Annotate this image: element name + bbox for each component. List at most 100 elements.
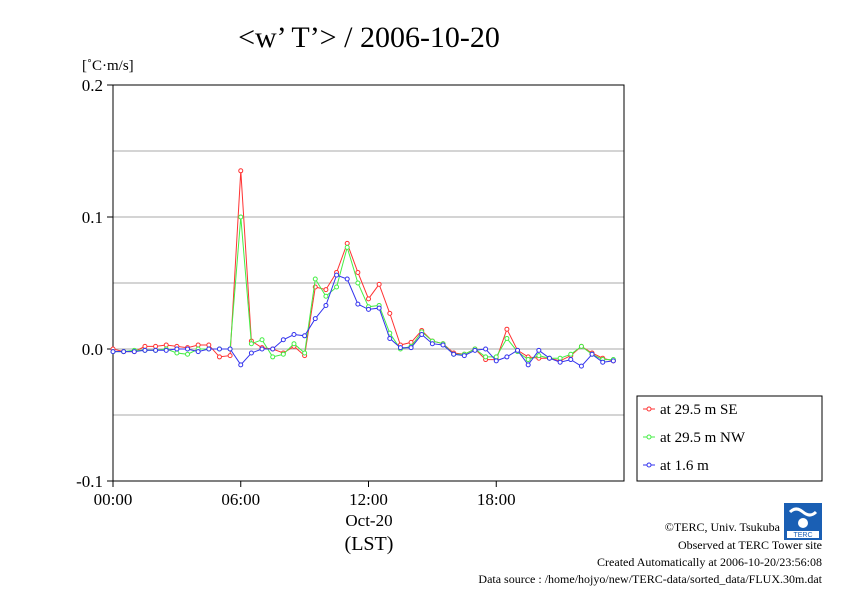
y-axis-unit-label: [˚C·m/s] [82, 58, 134, 74]
x-tick-label: 06:00 [221, 490, 260, 509]
series-layer [110, 168, 616, 369]
data-point [153, 343, 159, 349]
y-tick-label: 0.1 [82, 208, 103, 227]
y-tick-label: 0.2 [82, 76, 103, 95]
legend-marker [646, 406, 652, 412]
data-point [270, 346, 276, 352]
data-point [153, 347, 159, 353]
logo-text: TERC [793, 532, 812, 539]
data-point [472, 347, 478, 353]
data-point [163, 347, 169, 353]
y-tick-label: -0.1 [76, 472, 103, 491]
legend-marker [646, 434, 652, 440]
y-axis: 0.2 0.1 0.0 -0.1 [76, 76, 113, 491]
data-point [238, 168, 244, 174]
series-line [113, 216, 614, 361]
data-point [483, 346, 489, 352]
data-point [525, 357, 531, 363]
data-point [312, 316, 318, 322]
data-point [334, 272, 340, 278]
data-point [440, 342, 446, 348]
data-point [227, 346, 233, 352]
data-point [291, 341, 297, 347]
data-point [578, 343, 584, 349]
x-axis-timezone-label: (LST) [345, 533, 394, 555]
data-point [206, 342, 212, 348]
created-text: Created Automatically at 2006-10-20/23:5… [597, 555, 822, 569]
data-point [366, 296, 371, 302]
data-point [578, 363, 584, 369]
data-point [174, 350, 180, 356]
data-point [525, 362, 531, 368]
data-point [504, 354, 510, 360]
data-point [504, 335, 510, 341]
data-point [131, 349, 137, 355]
y-tick-label: 0.0 [82, 340, 103, 359]
data-point [557, 355, 563, 361]
data-point [195, 342, 201, 348]
data-point [610, 358, 616, 364]
data-point [419, 331, 425, 337]
data-point [334, 284, 340, 290]
data-point [344, 244, 350, 250]
data-point [280, 337, 286, 343]
grid-lines [113, 84, 624, 482]
data-point [504, 326, 510, 332]
x-tick-label: 12:00 [349, 490, 388, 509]
data-point [483, 354, 489, 360]
data-point [387, 310, 393, 316]
data-point [195, 349, 201, 355]
data-point [270, 354, 276, 360]
data-point [408, 345, 414, 351]
x-axis-date-label: Oct-20 [345, 511, 392, 530]
data-point [291, 331, 297, 337]
data-point [259, 346, 265, 352]
data-point [536, 347, 542, 353]
terc-logo-icon: TERC [784, 503, 822, 540]
data-point [238, 214, 244, 220]
copyright-text: ©TERC, Univ. Tsukuba [665, 520, 781, 534]
series-1 [110, 168, 616, 364]
data-point [142, 343, 148, 349]
data-point [185, 351, 191, 357]
data-point [259, 337, 265, 343]
data-point [280, 351, 286, 357]
legend-label: at 29.5 m NW [660, 430, 746, 446]
observed-text: Observed at TERC Tower site [678, 538, 822, 552]
data-point [227, 353, 233, 359]
data-point [302, 350, 308, 356]
x-axis: 00:00 06:00 12:00 18:00 [94, 481, 516, 509]
legend-label: at 29.5 m SE [660, 402, 738, 418]
data-point [376, 305, 382, 311]
data-point [185, 346, 191, 352]
legend-marker [646, 462, 652, 468]
data-point [174, 346, 180, 352]
data-point [355, 301, 361, 307]
data-point [248, 341, 254, 347]
data-point [536, 353, 542, 359]
data-point [238, 362, 244, 368]
data-point [600, 359, 606, 365]
data-point [493, 358, 499, 364]
data-point [163, 342, 169, 348]
data-point [546, 355, 552, 361]
data-point [323, 302, 329, 308]
data-point [206, 346, 212, 352]
data-point [344, 276, 350, 282]
legend: at 29.5 m SE at 29.5 m NW at 1.6 m [643, 402, 746, 474]
data-point [248, 350, 254, 356]
data-point [568, 351, 574, 357]
x-tick-label: 00:00 [94, 490, 133, 509]
data-point [387, 335, 393, 341]
source-text: Data source : /home/hojyo/new/TERC-data/… [478, 572, 822, 586]
data-point [344, 240, 350, 246]
data-point [355, 269, 361, 275]
series-line [112, 170, 614, 362]
data-point [397, 345, 403, 351]
data-point [312, 276, 318, 282]
legend-box [636, 395, 823, 482]
data-point [216, 354, 222, 360]
legend-label: at 1.6 m [660, 458, 709, 474]
series-3 [110, 272, 616, 369]
